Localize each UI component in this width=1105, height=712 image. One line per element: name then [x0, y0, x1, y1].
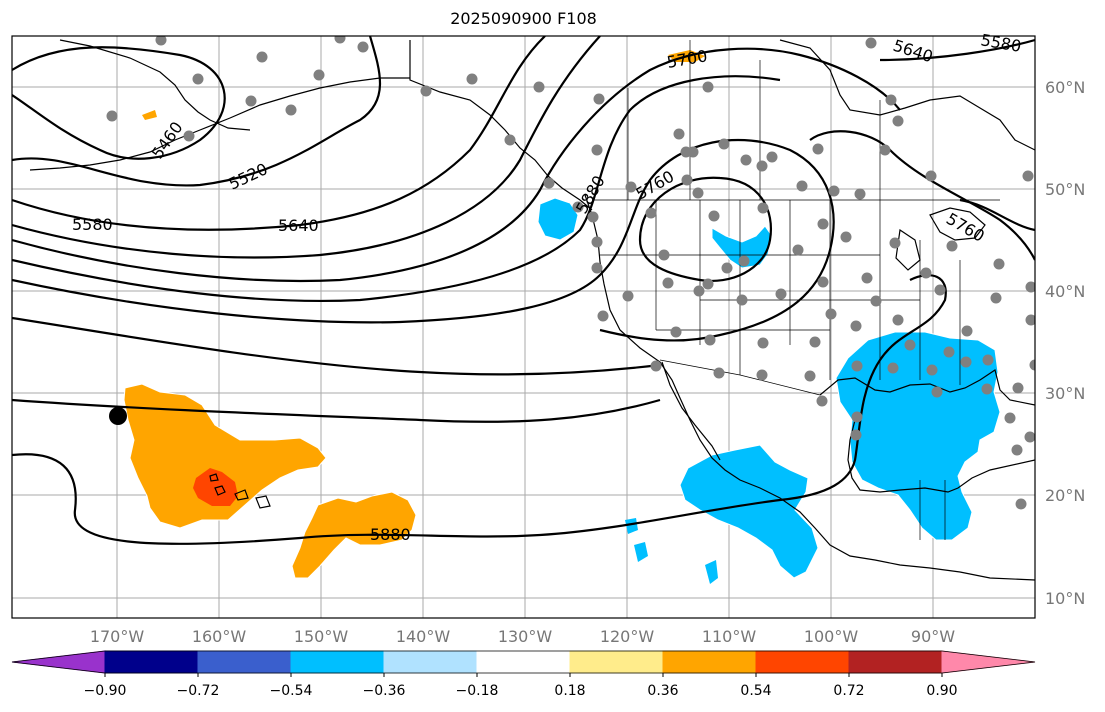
lat-label: 30°N [1045, 384, 1085, 403]
contour-label: 5580 [72, 215, 113, 234]
lon-label: 160°W [192, 627, 247, 646]
lon-label: 120°W [600, 627, 655, 646]
lat-label: 40°N [1045, 282, 1085, 301]
colorbar-swatch [290, 650, 385, 674]
lon-label: 90°W [911, 627, 955, 646]
negative-anomaly-area [537, 197, 1001, 584]
colorbar-swatch [197, 650, 292, 674]
colorbar-swatch [104, 650, 199, 674]
lon-label: 130°W [498, 627, 553, 646]
colorbar-tick-label: −0.72 [177, 683, 220, 699]
colorbar-swatch [755, 650, 850, 674]
colorbar-ticks: −0.90 −0.72 −0.54 −0.36 −0.18 0.18 0.36 0.54 0.7… [84, 673, 958, 699]
lat-label: 60°N [1045, 78, 1085, 97]
colorbar-swatch [11, 650, 106, 674]
lon-label: 150°W [294, 627, 349, 646]
station-dots [106, 36, 1035, 510]
map-title: 2025090900 F108 [450, 9, 597, 28]
lon-label: 110°W [702, 627, 757, 646]
lat-label: 10°N [1045, 589, 1085, 608]
map-frame [11, 35, 1036, 619]
colorbar-tick-label: −0.54 [270, 683, 313, 699]
longitude-labels: 170°W 160°W 150°W 140°W 130°W 120°W 110°… [90, 627, 955, 646]
colorbar-swatch [848, 650, 943, 674]
colorbar-tick-label: 0.72 [833, 683, 864, 699]
colorbar-swatch [569, 650, 664, 674]
colorbar-swatches [11, 650, 1036, 674]
colorbar-swatch [941, 650, 1036, 674]
political-borders [592, 40, 1000, 540]
height-contours [12, 36, 1035, 545]
contour-label: 5640 [278, 216, 319, 235]
colorbar-tick-label: −0.36 [363, 683, 406, 699]
coastlines [29, 39, 1035, 581]
colorbar-tick-label: 0.36 [647, 683, 678, 699]
colorbar-swatch [662, 650, 757, 674]
colorbar-tick-label: −0.90 [84, 683, 127, 699]
highlight-station-dot [109, 407, 127, 425]
lat-label: 20°N [1045, 486, 1085, 505]
colorbar-tick-label: 0.90 [926, 683, 957, 699]
colorbar-swatch [476, 650, 571, 674]
colorbar-tick-label: 0.54 [740, 683, 771, 699]
colorbar: −0.90 −0.72 −0.54 −0.36 −0.18 0.18 0.36 0.54 0.7… [11, 650, 1036, 699]
lon-label: 100°W [804, 627, 859, 646]
lon-label: 140°W [396, 627, 451, 646]
contour-label: 5880 [370, 525, 411, 544]
latitude-labels: 60°N 50°N 40°N 30°N 20°N 10°N [1045, 78, 1085, 608]
map-panel [12, 36, 1035, 618]
colorbar-tick-label: −0.18 [456, 683, 499, 699]
colorbar-tick-label: 0.18 [554, 683, 585, 699]
lon-label: 170°W [90, 627, 145, 646]
colorbar-swatch [383, 650, 478, 674]
lat-label: 50°N [1045, 180, 1085, 199]
